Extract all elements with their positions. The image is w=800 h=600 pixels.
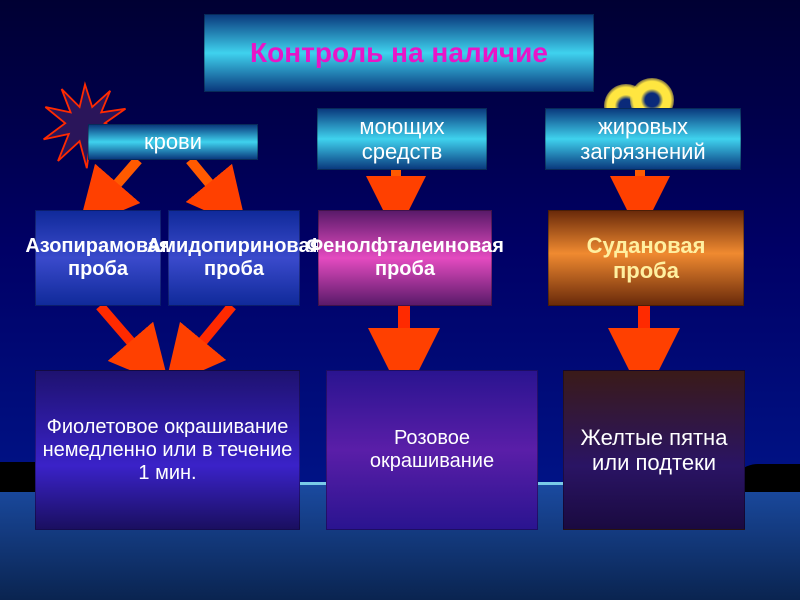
- arrow: [184, 306, 232, 364]
- category-box: жировых загрязнений: [545, 108, 741, 170]
- test-box: Азопирамовая проба: [35, 210, 161, 306]
- arrow: [100, 306, 150, 364]
- test-label: Судановая проба: [587, 233, 706, 284]
- result-label: Желтые пятна или подтеки: [568, 425, 740, 476]
- category-box: крови: [88, 124, 258, 160]
- title-text: Контроль на наличие: [250, 37, 548, 69]
- title-box: Контроль на наличие: [204, 14, 594, 92]
- result-label: Розовое окрашивание: [331, 427, 533, 473]
- diagram: Контроль на наличие крови моющих средств ж…: [0, 0, 800, 600]
- result-box: Розовое окрашивание: [326, 370, 538, 530]
- category-box: моющих средств: [317, 108, 487, 170]
- result-box: Желтые пятна или подтеки: [563, 370, 745, 530]
- result-label: Фиолетовое окрашивание немедленно или в …: [40, 416, 295, 485]
- test-box: Амидопириновая проба: [168, 210, 300, 306]
- result-box: Фиолетовое окрашивание немедленно или в …: [35, 370, 300, 530]
- category-label: крови: [144, 129, 202, 154]
- test-box: Фенолфталеиновая проба: [318, 210, 492, 306]
- test-box: Судановая проба: [548, 210, 744, 306]
- category-label: моющих средств: [322, 114, 482, 165]
- category-label: жировых загрязнений: [550, 114, 736, 165]
- test-label: Фенолфталеиновая проба: [306, 235, 504, 281]
- test-label: Амидопириновая проба: [147, 235, 321, 281]
- arrow: [190, 160, 228, 206]
